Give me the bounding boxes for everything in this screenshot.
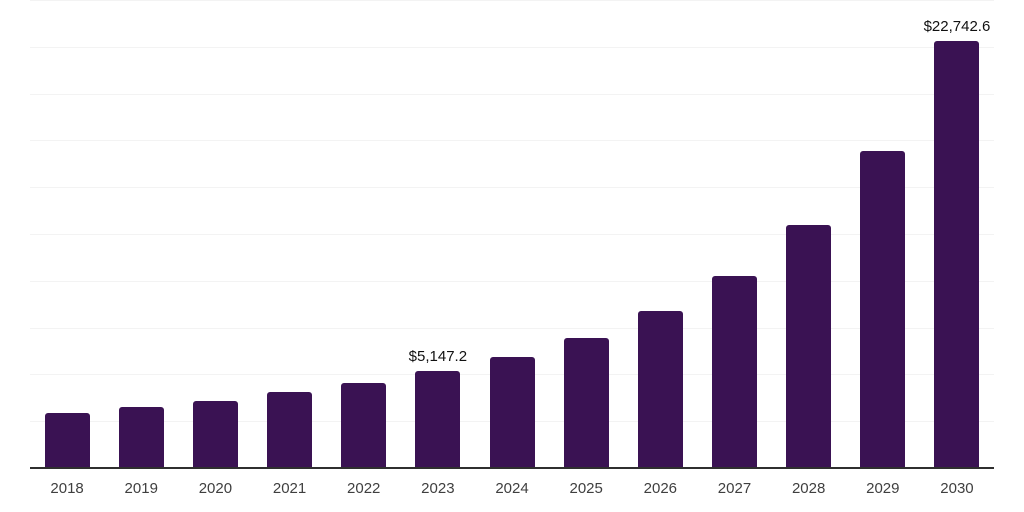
x-tick-label-2027: 2027: [717, 480, 752, 497]
bar-2026[interactable]: [637, 311, 683, 467]
bar-2030[interactable]: [934, 41, 980, 467]
bar-2028[interactable]: [786, 224, 832, 467]
bar-2029[interactable]: [860, 151, 906, 467]
bar-2027[interactable]: [711, 275, 757, 467]
bar-slot-2019: [104, 0, 178, 467]
x-axis-line: [30, 467, 994, 469]
plot-area: $5,147.2 $22,742.6: [30, 0, 994, 469]
bar-slot-2029: [846, 0, 920, 467]
bar-slot-2030: $22,742.6: [920, 0, 994, 467]
bar-slot-2025: [549, 0, 623, 467]
bar-2024[interactable]: [489, 357, 535, 467]
bar-2021[interactable]: [267, 392, 313, 467]
bar-slot-2021: [252, 0, 326, 467]
bar-slot-2028: [772, 0, 846, 467]
value-label-2030: $22,742.6: [923, 18, 991, 36]
bar-2025[interactable]: [563, 337, 609, 467]
x-tick-label-2019: 2019: [124, 480, 158, 497]
x-axis-labels: 2018 2019 2020 2021 2022 2023 2024 2025 2026 2027…: [30, 480, 994, 497]
bars-row: $5,147.2 $22,742.6: [30, 0, 994, 467]
x-tick-label-2022: 2022: [347, 480, 381, 497]
bar-slot-2018: [30, 0, 104, 467]
bar-slot-2024: [475, 0, 549, 467]
x-tick-label-2020: 2020: [198, 480, 233, 497]
x-tick-label-2023: 2023: [421, 480, 455, 497]
bar-slot-2026: [623, 0, 697, 467]
x-tick-label-2030: 2030: [940, 480, 974, 497]
x-tick-label-2028: 2028: [791, 480, 826, 497]
x-tick-label-2021: 2021: [272, 480, 307, 497]
bar-slot-2022: [327, 0, 401, 467]
bar-2022[interactable]: [341, 382, 387, 467]
value-label-2023: $5,147.2: [408, 347, 468, 365]
bar-slot-2027: [697, 0, 771, 467]
x-tick-label-2026: 2026: [643, 480, 678, 497]
x-tick-label-2025: 2025: [569, 480, 603, 497]
bar-2020[interactable]: [192, 401, 238, 467]
bar-2023[interactable]: [415, 370, 461, 467]
x-tick-label-2029: 2029: [866, 480, 900, 497]
bar-2019[interactable]: [118, 407, 164, 467]
x-tick-label-2024: 2024: [495, 480, 529, 497]
x-tick-label-2018: 2018: [50, 480, 84, 497]
bar-slot-2023: $5,147.2: [401, 0, 475, 467]
bar-slot-2020: [178, 0, 252, 467]
bar-2018[interactable]: [44, 413, 90, 467]
